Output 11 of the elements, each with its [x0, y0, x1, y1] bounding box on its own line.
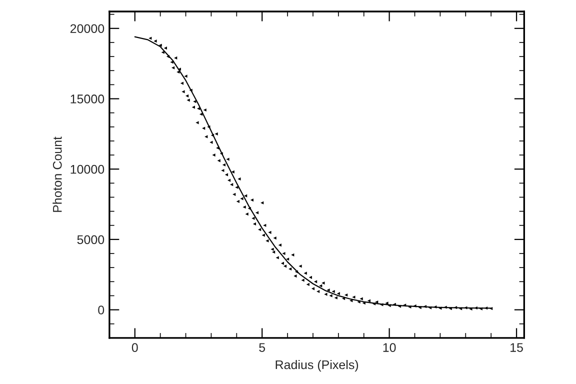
y-tick-label: 0	[98, 306, 104, 314]
y-tick-label: 5000	[77, 235, 104, 244]
x-tick-label: 0	[132, 343, 138, 352]
x-tick-label: 10	[383, 343, 396, 352]
y-tick-label: 20000	[70, 24, 104, 34]
y-axis-title: Photon Count	[52, 136, 62, 212]
x-axis-title: Radius (Pixels)	[276, 360, 358, 372]
y-tick-label: 10000	[70, 164, 104, 174]
x-tick-label: 5	[259, 343, 266, 352]
y-tick-label: 15000	[70, 94, 104, 104]
x-tick-label: 15	[510, 343, 523, 352]
